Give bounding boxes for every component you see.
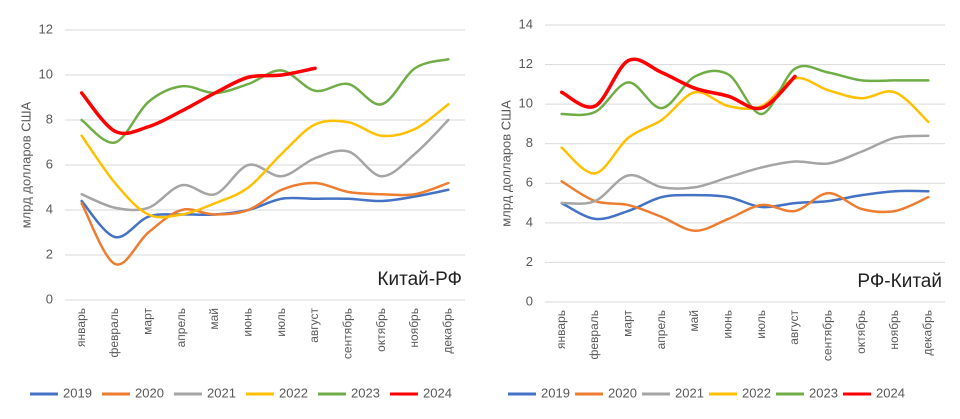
legend-label: 2020 (135, 385, 164, 400)
x-tick-label: апрель (174, 308, 188, 347)
x-tick-label: август (787, 310, 801, 345)
chart-title: Китай-РФ (377, 269, 462, 290)
y-tick-label: 12 (519, 56, 533, 71)
x-tick-label: июль (274, 308, 288, 337)
line-series (559, 57, 797, 111)
legend-label: 2019 (63, 385, 92, 400)
y-tick-label: 10 (39, 66, 53, 81)
y-tick-label: 12 (39, 21, 53, 36)
x-tick-label: апрель (654, 310, 668, 349)
y-tick-label: 2 (526, 254, 533, 269)
line-series (79, 66, 317, 136)
legend-label: 2020 (608, 385, 637, 400)
x-tick-label: май (207, 308, 221, 330)
x-tick-label: июнь (241, 308, 255, 337)
y-tick-label: 2 (46, 246, 53, 261)
legend-label: 2024 (423, 385, 452, 400)
y-tick-label: 4 (526, 214, 533, 229)
line-series (560, 76, 930, 175)
x-tick-label: октябрь (854, 310, 868, 354)
x-tick-label: июнь (721, 310, 735, 339)
y-tick-label: 0 (46, 291, 53, 306)
x-tick-label: январь (74, 308, 88, 347)
line-series (560, 189, 930, 221)
line-series (80, 103, 450, 219)
y-tick-label: 14 (519, 16, 533, 31)
legend-label: 2022 (279, 385, 308, 400)
legend-label: 2024 (876, 385, 905, 400)
chart: 0 2 4 6 8 10 12 14 млрд долларов США январь феврал… (498, 16, 945, 400)
line-series (80, 181, 450, 266)
y-tick-label: 6 (526, 175, 533, 190)
y-tick-label: 0 (526, 293, 533, 308)
legend-label: 2022 (742, 385, 771, 400)
y-tick-label: 8 (46, 111, 53, 126)
y-tick-label: 4 (46, 201, 53, 216)
x-tick-label: сентябрь (821, 310, 835, 361)
x-tick-label: декабрь (441, 308, 455, 354)
x-tick-label: октябрь (374, 308, 388, 352)
y-axis-label: млрд долларов США (18, 101, 33, 228)
x-tick-label: ноябрь (407, 308, 421, 348)
x-tick-label: июль (754, 310, 768, 339)
legend-label: 2021 (675, 385, 704, 400)
y-tick-label: 10 (519, 96, 533, 111)
x-tick-label: февраль (587, 310, 601, 360)
x-tick-label: ноябрь (887, 310, 901, 350)
line-series (560, 134, 930, 205)
legend-label: 2019 (541, 385, 570, 400)
x-tick-label: август (307, 308, 321, 343)
y-tick-label: 6 (46, 156, 53, 171)
x-tick-label: март (621, 310, 635, 337)
legend-label: 2021 (207, 385, 236, 400)
line-series (560, 64, 930, 117)
line-series (80, 188, 450, 239)
legend-label: 2023 (351, 385, 380, 400)
legend-label: 2023 (809, 385, 838, 400)
x-tick-label: май (687, 310, 701, 332)
y-axis-label: млрд долларов США (498, 100, 513, 227)
x-tick-label: март (141, 308, 155, 335)
x-tick-label: декабрь (921, 310, 935, 356)
chart: 0 2 4 6 8 10 12 млрд долларов США январь февраль м… (18, 21, 465, 400)
x-tick-label: февраль (107, 308, 121, 358)
chart-title: РФ-Китай (857, 271, 942, 292)
x-tick-label: сентябрь (341, 308, 355, 359)
y-tick-label: 8 (526, 135, 533, 150)
line-series (560, 180, 930, 233)
x-tick-label: январь (554, 310, 568, 349)
